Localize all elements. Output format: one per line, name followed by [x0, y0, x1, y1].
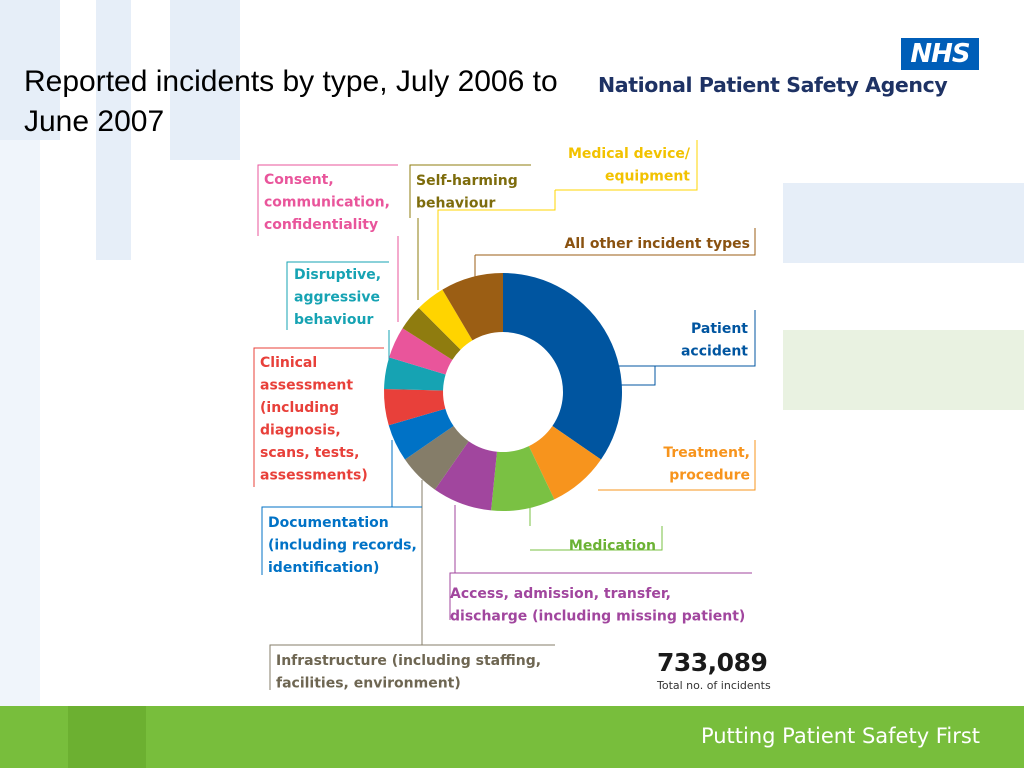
callout-frame-infrastructure: [269, 644, 555, 690]
slice-medication: [491, 446, 555, 511]
donut-chart: Patient accident Treatment, procedure Medica…: [253, 140, 756, 692]
slice-medical-device: [418, 289, 473, 350]
label-consent: Consent, communication, confidentiality: [264, 172, 390, 233]
label-patient-accident: Patient accident: [681, 321, 748, 360]
total-value: 733,089: [657, 648, 768, 677]
callout-frame-clinical-assessment: [253, 347, 384, 487]
slice-patient-accident: [503, 273, 623, 460]
agency-name: National Patient Safety Agency: [598, 73, 948, 97]
total-label: Total no. of incidents: [657, 679, 771, 692]
callout-leader-medical-device: [437, 190, 556, 290]
label-treatment-procedure: Treatment, procedure: [663, 445, 750, 484]
callout-frame-disruptive: [286, 261, 389, 330]
callout-frame-access-admission: [449, 572, 752, 620]
footer-bar: Putting Patient Safety First: [0, 706, 1024, 768]
label-medical-device: Medical device/equipment: [568, 146, 691, 185]
callout-frame-consent: [257, 164, 398, 236]
background-shape: [783, 330, 1024, 410]
page-title: Reported incidents by type, July 2006 to…: [24, 65, 558, 138]
slice-self-harming: [402, 307, 461, 360]
callout-frame-medication: [530, 526, 663, 551]
slice-infrastructure: [404, 426, 469, 490]
callout-frame-documentation: [261, 506, 422, 575]
label-access-admission: Access, admission, transfer, discharge (i…: [450, 586, 745, 625]
label-all-other: All other incident types: [565, 236, 750, 252]
label-infrastructure: Infrastructure (including staffing, facil…: [276, 653, 541, 692]
callout-frame-self-harming: [409, 164, 531, 218]
label-self-harming: Self-harming behaviour: [416, 173, 518, 212]
footer-accent: [68, 706, 146, 768]
callout-frame-treatment-procedure: [598, 440, 756, 491]
slice-all-other: [442, 273, 503, 341]
callout-lines: [253, 140, 756, 690]
callout-frame-patient-accident: [598, 310, 756, 367]
total-incidents: 733,089 Total no. of incidents: [657, 648, 771, 692]
background-shape: [783, 183, 1024, 263]
background-shape: [96, 0, 131, 260]
slice-consent: [389, 328, 453, 375]
callout-leader-patient-accident: [620, 366, 656, 386]
background-shape: [0, 0, 40, 706]
callout-frame-all-other: [475, 228, 756, 256]
label-medication: Medication: [569, 538, 656, 554]
label-disruptive: Disruptive, aggressive behaviour: [294, 267, 381, 328]
slice-treatment-procedure: [528, 426, 602, 500]
background-shape: [170, 0, 240, 160]
slice-clinical-assessment: [383, 389, 446, 426]
slice-documentation: [388, 408, 454, 460]
label-documentation: Documentation (including records, identifi…: [268, 515, 417, 576]
slice-disruptive: [384, 357, 446, 391]
footer-tagline: Putting Patient Safety First: [700, 724, 980, 748]
callout-frame-medical-device: [555, 140, 698, 191]
label-clinical-assessment: Clinical assessment (including diagnosis, sc…: [260, 355, 368, 484]
callout-labels: Patient accident Treatment, procedure Medica…: [260, 146, 750, 692]
nhs-logo: NHS: [901, 38, 979, 70]
slice-access-admission: [434, 441, 497, 511]
donut-slices: [383, 273, 623, 511]
